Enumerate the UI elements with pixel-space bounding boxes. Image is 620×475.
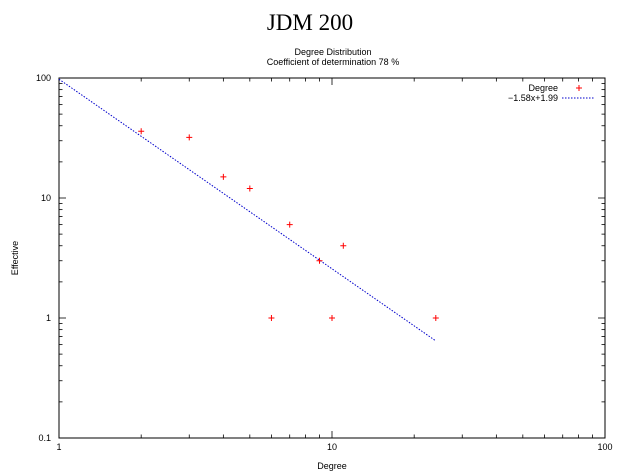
chart-subtitle: Coefficient of determination 78 % (267, 57, 399, 67)
y-tick-label: 10 (41, 193, 51, 203)
data-point (246, 185, 253, 192)
x-tick-label: 1 (56, 442, 61, 452)
data-point (268, 315, 275, 321)
y-tick-label: 1 (46, 313, 51, 323)
legend-label-degree: Degree (528, 83, 558, 93)
x-axis-label: Degree (317, 461, 347, 471)
y-tick-label: 0.1 (38, 433, 51, 443)
chart-title: Degree Distribution (294, 47, 371, 57)
data-point (432, 315, 439, 321)
axis-ticks: 1 10 100 0.1 1 10 100 (36, 73, 613, 452)
data-point (186, 134, 193, 141)
y-tick-label: 100 (36, 73, 51, 83)
data-point (286, 221, 293, 228)
data-point (316, 257, 323, 264)
page-title: JDM 200 (266, 10, 354, 35)
x-tick-label: 10 (327, 442, 337, 452)
data-point (329, 315, 335, 321)
data-point (220, 173, 227, 180)
chart-marks (58, 78, 439, 342)
y-axis-label: Effective (10, 241, 20, 275)
data-point (340, 242, 347, 249)
data-point (138, 128, 145, 135)
chart-legend: Degree−1.58x+1.99 (508, 83, 594, 103)
fit-line (58, 78, 437, 342)
legend-label-fit: −1.58x+1.99 (508, 93, 558, 103)
x-tick-label: 100 (597, 442, 612, 452)
